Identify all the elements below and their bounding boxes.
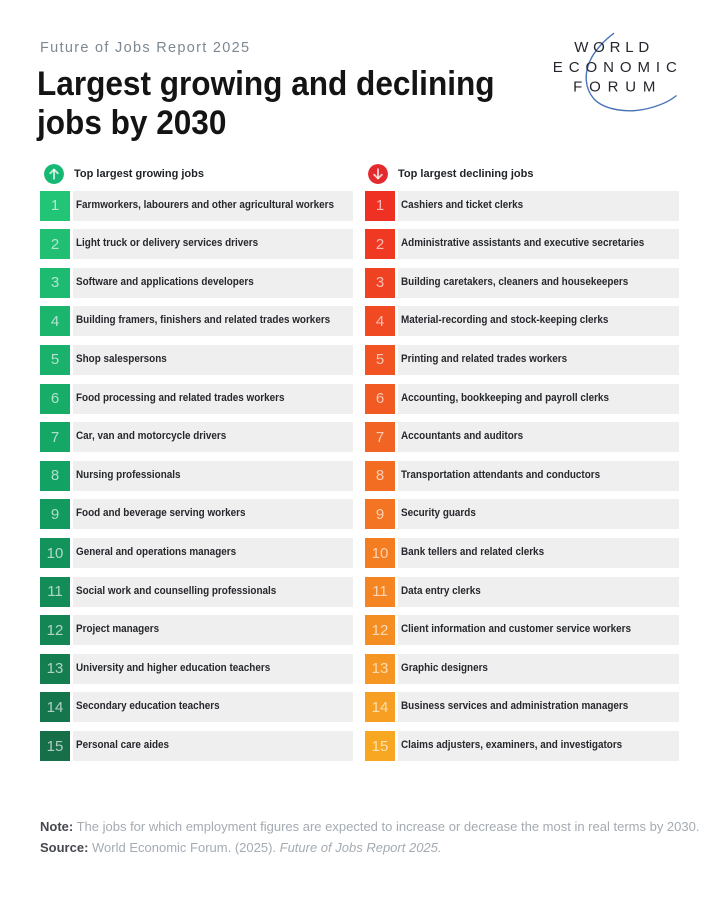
svg-text:FORUM: FORUM — [573, 79, 655, 96]
svg-text:WORLD: WORLD — [574, 39, 649, 56]
svg-text:ECONOMIC: ECONOMIC — [553, 59, 677, 76]
